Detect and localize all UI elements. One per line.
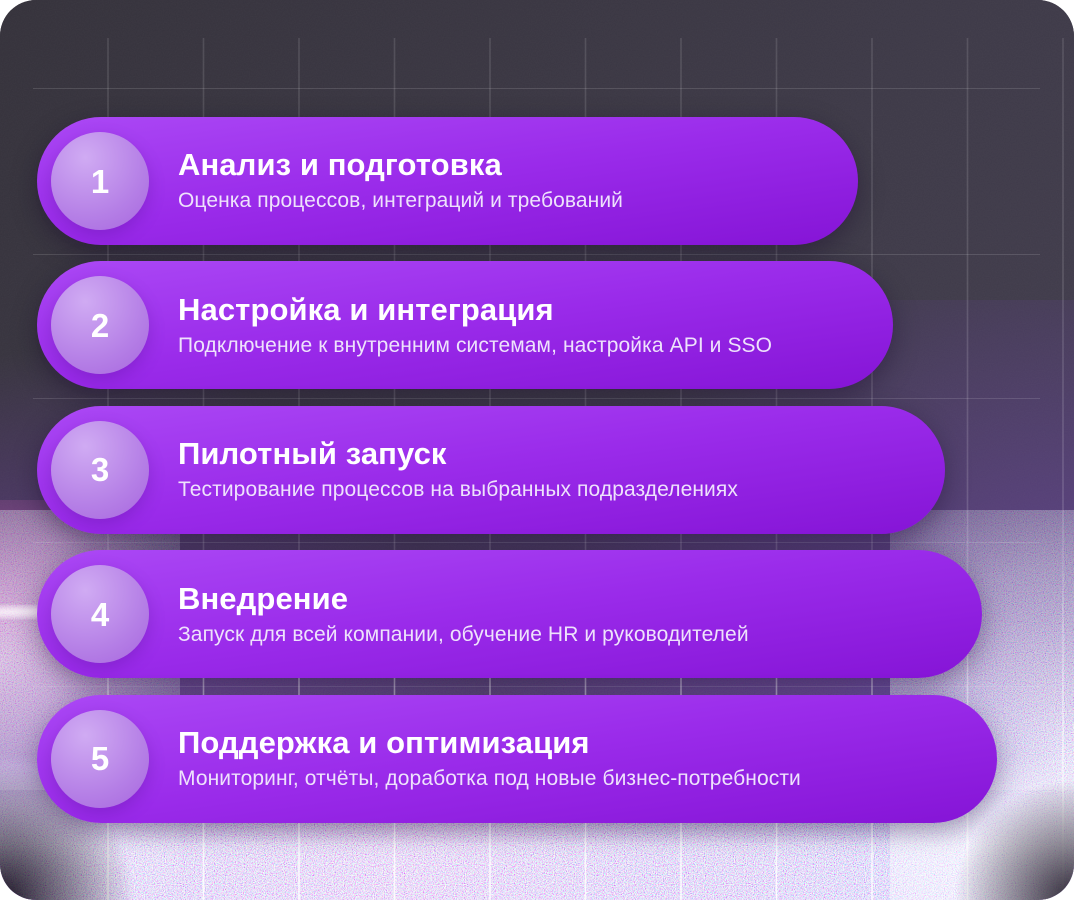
step-number: 2 [90,306,110,344]
step-description: Оценка процессов, интеграций и требовани… [178,189,624,213]
step-title: Внедрение [178,580,349,616]
step-texts: Настройка и интеграция Подключение к вну… [178,291,773,358]
step-description: Подключение к внутренним системам, настр… [178,333,773,357]
step-texts: Анализ и подготовка Оценка процессов, ин… [178,148,623,213]
step-title: Настройка и интеграция [178,291,554,327]
step-number: 4 [90,595,110,633]
step-number-badge: 1 [51,132,149,230]
step-texts: Внедрение Запуск для всей компании, обуч… [178,580,749,647]
step-card-1: 1 Анализ и подготовка Оценка процессов, … [37,117,858,245]
step-number: 3 [90,451,110,489]
step-description: Мониторинг, отчёты, доработка под новые … [178,767,801,791]
step-card-3: 3 Пилотный запуск Тестирование процессов… [37,405,945,534]
step-texts: Поддержка и оптимизация Мониторинг, отчё… [178,724,801,791]
step-card-5: 5 Поддержка и оптимизация Мониторинг, от… [37,694,997,823]
step-number: 1 [90,162,110,200]
step-title: Пилотный запуск [178,436,447,472]
step-title: Анализ и подготовка [178,147,502,183]
step-texts: Пилотный запуск Тестирование процессов н… [178,437,738,502]
grid-horizontal-lines [33,88,1040,687]
step-number-badge: 3 [51,420,149,519]
step-card-2: 2 Настройка и интеграция Подключение к в… [37,261,893,390]
steps-list: 1 Анализ и подготовка Оценка процессов, … [37,117,997,823]
step-card-4: 4 Внедрение Запуск для всей компании, об… [37,550,982,679]
step-description: Запуск для всей компании, обучение HR и … [178,622,749,646]
step-number-badge: 2 [51,276,149,375]
step-number-badge: 5 [51,709,149,808]
step-number-badge: 4 [51,565,149,664]
step-description: Тестирование процессов на выбранных подр… [178,478,738,502]
step-number: 5 [90,740,110,778]
step-title: Поддержка и оптимизация [178,724,590,760]
